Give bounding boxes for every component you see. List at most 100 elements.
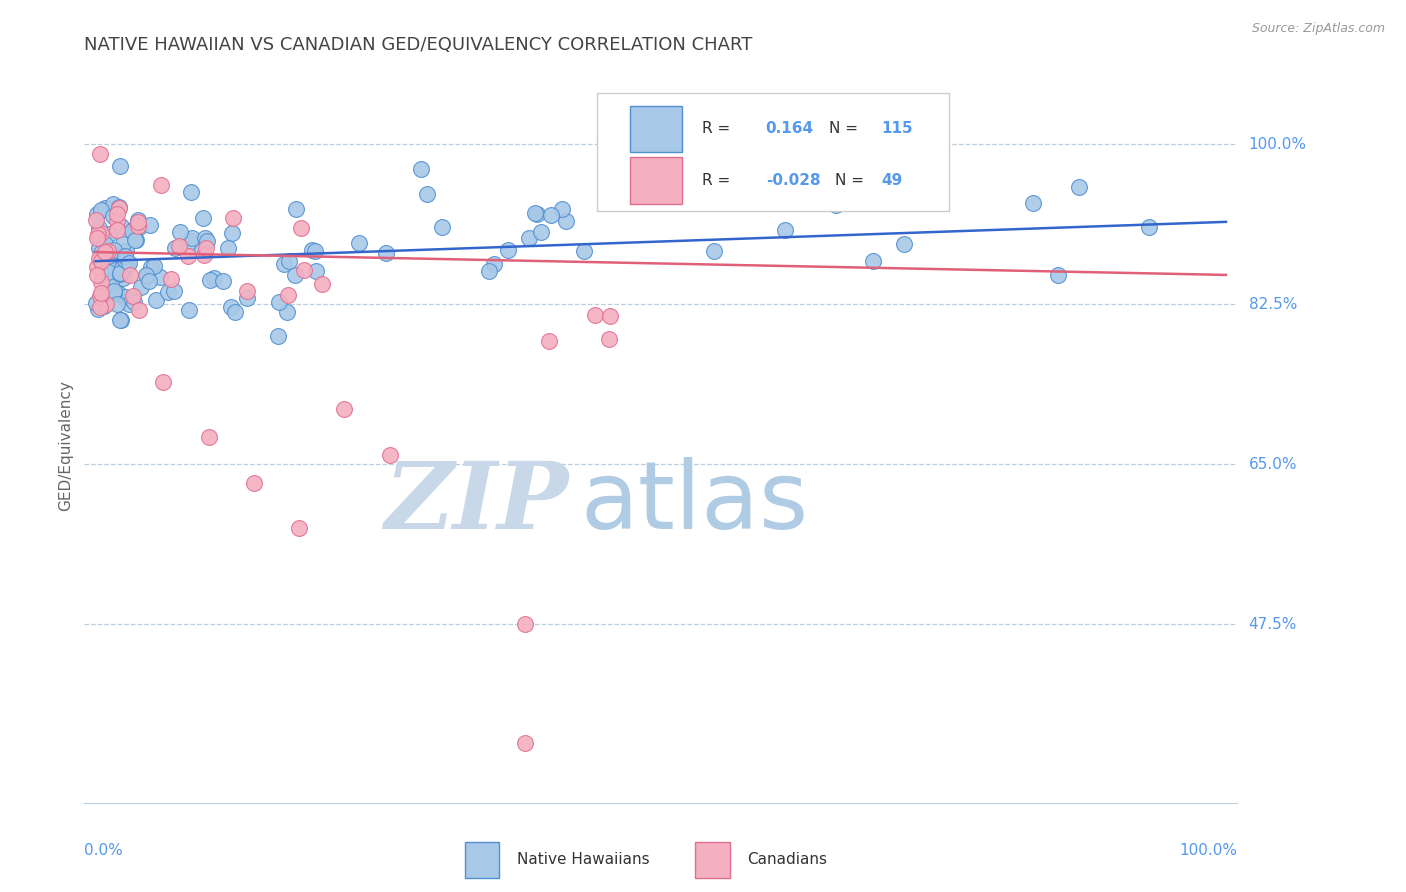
Point [169,225,191,239]
Point [128,302,150,317]
Point [114,248,136,262]
Point [104,262,127,277]
Point [105,207,128,221]
Point [122,294,145,309]
Point [311,277,333,291]
Point [276,305,298,319]
Point [121,224,143,238]
Point [197,430,219,444]
FancyBboxPatch shape [465,842,499,878]
Point [498,244,520,258]
Point [415,186,437,201]
Point [142,259,165,273]
Text: R =: R = [703,173,735,188]
Point [572,244,595,258]
Point [195,241,218,255]
Text: 115: 115 [882,121,912,136]
Point [110,219,132,233]
Point [267,295,290,310]
Point [703,244,725,258]
Point [127,215,149,229]
Point [90,285,112,300]
Text: 65.0%: 65.0% [1249,457,1296,472]
Point [200,273,222,287]
Point [107,266,129,280]
Point [145,293,167,307]
Point [115,260,138,274]
Text: 49: 49 [882,173,903,188]
Point [135,268,157,283]
Point [135,268,157,282]
Text: Source: ZipAtlas.com: Source: ZipAtlas.com [1251,22,1385,36]
FancyBboxPatch shape [630,157,682,203]
Point [149,270,172,285]
Point [89,147,111,161]
Point [515,736,537,750]
Point [273,257,295,271]
Point [87,301,110,316]
Point [222,211,245,225]
Point [292,263,315,277]
Point [100,275,122,289]
Point [89,300,111,314]
Point [107,201,129,215]
Point [375,246,398,260]
Point [90,226,112,240]
Point [103,284,125,298]
Point [84,296,107,310]
Point [478,264,501,278]
Point [90,253,112,268]
Y-axis label: GED/Equivalency: GED/Equivalency [58,381,73,511]
Point [125,234,148,248]
Point [152,375,174,389]
Text: -0.028: -0.028 [766,173,820,188]
Point [180,185,202,199]
Point [305,263,328,277]
Point [121,223,143,237]
Point [156,285,179,299]
Point [103,244,125,258]
Point [773,222,796,236]
Point [180,234,202,248]
Point [517,231,540,245]
Point [138,219,160,233]
Point [290,221,312,235]
Point [87,221,110,235]
Point [267,329,290,343]
Point [98,227,121,242]
Point [176,250,198,264]
Point [101,209,124,223]
Text: 47.5%: 47.5% [1249,617,1296,632]
Point [87,252,110,266]
Point [160,272,183,286]
Point [235,291,257,305]
Point [284,268,307,282]
Point [129,279,152,293]
Point [862,254,884,268]
Point [530,226,553,240]
Point [163,285,186,299]
Point [706,178,728,193]
Point [432,219,454,234]
Point [482,257,505,271]
Point [108,287,131,301]
Point [169,239,191,253]
Point [551,202,574,216]
Text: R =: R = [703,121,735,136]
Point [838,179,860,194]
Point [139,260,162,274]
Point [181,231,204,245]
FancyBboxPatch shape [630,105,682,152]
Point [193,248,215,262]
Point [288,521,311,535]
Point [538,334,561,348]
Point [221,226,243,240]
Point [93,299,115,313]
Point [138,274,160,288]
Point [824,197,846,211]
Point [90,275,112,289]
Point [112,271,135,285]
Point [94,236,117,251]
Text: N =: N = [835,173,869,188]
Point [127,213,149,227]
